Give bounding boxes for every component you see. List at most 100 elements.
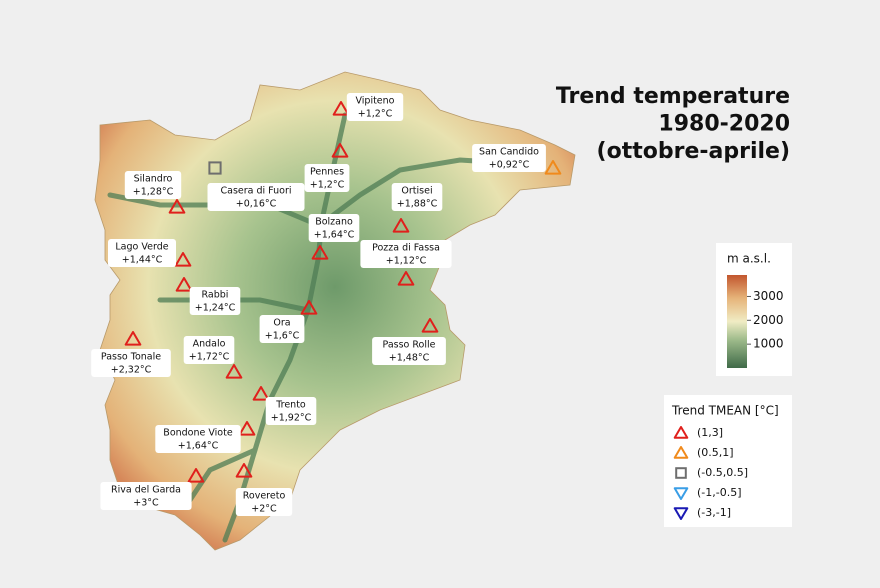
- station-label-box: [308, 214, 360, 242]
- legend-label: (1,3]: [697, 426, 723, 439]
- colorbar: [727, 275, 747, 368]
- station-label-box: [472, 144, 546, 172]
- marker: [238, 421, 256, 436]
- title-line: Trend temperature: [556, 84, 790, 109]
- station-name: Ora: [273, 318, 290, 329]
- station: Bolzano +1,64°C: [308, 214, 360, 260]
- station-name: Pennes: [310, 167, 344, 178]
- marker: [300, 300, 318, 315]
- station-trend: +1,92°C: [271, 413, 312, 424]
- station-trend: +1,6°C: [265, 331, 300, 342]
- station-name: Riva del Garda: [111, 485, 181, 496]
- station-label-box: [189, 287, 241, 315]
- station-label-box: [183, 336, 235, 364]
- station-label-box: [346, 93, 404, 121]
- marker: [235, 463, 253, 478]
- station: Ora +1,6°C: [259, 300, 318, 343]
- station: Ortisei +1,88°C: [391, 183, 443, 233]
- legend-box: [664, 395, 792, 527]
- marker: [252, 386, 270, 401]
- marker: [673, 507, 689, 520]
- station: Passo Tonale +2,32°C: [91, 331, 171, 377]
- station-trend: +1,64°C: [314, 230, 355, 241]
- station-trend: +1,72°C: [189, 352, 230, 363]
- station-label-box: [100, 482, 192, 510]
- station-trend: +1,28°C: [133, 187, 174, 198]
- station-label-box: [155, 425, 241, 453]
- station: San Candido +0,92°C: [472, 144, 562, 175]
- station-name: Lago Verde: [115, 242, 168, 253]
- station-label-box: [259, 315, 305, 343]
- station-label-box: [304, 164, 350, 192]
- station: Pozza di Fassa +1,12°C: [360, 240, 452, 286]
- tick-label: 3000: [753, 289, 784, 303]
- title-line: 1980-2020: [658, 112, 790, 137]
- station-trend: +1,24°C: [195, 303, 236, 314]
- marker: [208, 161, 222, 175]
- station: Trento +1,92°C: [252, 386, 317, 425]
- station-name: Rovereto: [243, 491, 286, 502]
- elevation-legend: m a.s.l. 1000 2000 3000: [716, 243, 792, 376]
- marker: [311, 245, 329, 260]
- trend-legend: Trend TMEAN [°C] (1,3] (0.5,1] (-0.5,0.5] (…: [664, 395, 792, 527]
- marker: [225, 364, 243, 379]
- station-trend: +1,44°C: [122, 255, 163, 266]
- marker: [392, 218, 410, 233]
- station-name: Vipiteno: [355, 96, 394, 107]
- marker: [187, 468, 205, 483]
- station-trend: +2°C: [251, 504, 277, 515]
- station: Riva del Garda +3°C: [100, 468, 205, 510]
- legend-label: (-1,-0.5]: [697, 486, 742, 499]
- station-label-box: [235, 488, 293, 516]
- station-trend: +0,16°C: [236, 199, 277, 210]
- marker: [673, 426, 689, 439]
- legend-label: (-3,-1]: [697, 506, 731, 519]
- station-trend: +0,92°C: [489, 160, 530, 171]
- station: Vipiteno +1,2°C: [332, 93, 404, 121]
- tick-label: 1000: [753, 337, 784, 351]
- legend-label: (-0.5,0.5]: [697, 466, 748, 479]
- station: Lago Verde +1,44°C: [108, 239, 192, 267]
- station-label-box: [372, 337, 446, 365]
- station-name: Andalo: [193, 339, 226, 350]
- station-trend: +3°C: [133, 498, 159, 509]
- station: Rabbi +1,24°C: [175, 277, 241, 315]
- station-name: Passo Rolle: [383, 340, 436, 351]
- station-label-box: [91, 349, 171, 377]
- station: Bondone Viote +1,64°C: [155, 421, 256, 453]
- title-line: (ottobre-aprile): [597, 139, 790, 164]
- marker: [332, 101, 350, 116]
- marker: [124, 331, 142, 346]
- marker: [397, 271, 415, 286]
- legend-label: (0.5,1]: [697, 446, 734, 459]
- station-trend: +1,12°C: [386, 256, 427, 267]
- station-name: Ortisei: [401, 186, 432, 197]
- marker: [331, 143, 349, 158]
- station-name: San Candido: [479, 147, 539, 158]
- station-label-box: [108, 239, 176, 267]
- station-name: Pozza di Fassa: [372, 243, 440, 254]
- station-trend: +1,2°C: [310, 180, 345, 191]
- title: Trend temperature 1980-2020(ottobre-april…: [556, 84, 790, 164]
- station-trend: +2,32°C: [111, 365, 152, 376]
- marker: [174, 252, 192, 267]
- marker: [673, 487, 689, 500]
- marker: [175, 277, 193, 292]
- station-trend: +1,2°C: [358, 109, 393, 120]
- station-name: Rabbi: [202, 290, 229, 301]
- station-name: Trento: [275, 400, 306, 411]
- station: Silandro +1,28°C: [124, 171, 186, 214]
- station-name: Bondone Viote: [163, 428, 233, 439]
- station-trend: +1,64°C: [178, 441, 219, 452]
- station-label-box: [391, 183, 443, 211]
- tick-label: 2000: [753, 313, 784, 327]
- station-name: Casera di Fuori: [220, 186, 291, 197]
- station-label-box: [124, 171, 182, 199]
- station: Rovereto +2°C: [235, 463, 293, 516]
- marker: [421, 318, 439, 333]
- marker: [168, 199, 186, 214]
- station: Andalo +1,72°C: [183, 336, 243, 379]
- legend-title: Trend TMEAN [°C]: [671, 404, 779, 418]
